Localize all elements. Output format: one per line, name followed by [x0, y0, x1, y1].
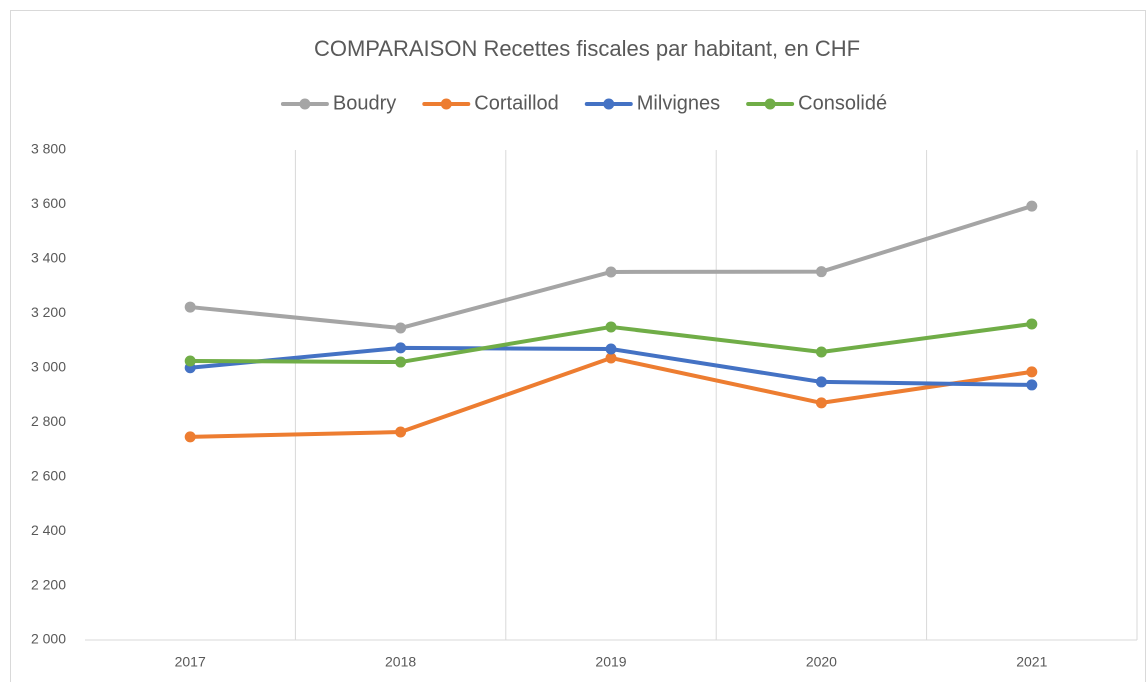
data-point [395, 322, 407, 334]
legend-marker [603, 98, 615, 110]
data-point [815, 346, 827, 358]
data-point [605, 266, 617, 278]
legend-marker [764, 98, 776, 110]
data-point [605, 321, 617, 333]
x-tick-label: 2017 [175, 654, 206, 670]
y-tick-label: 2 600 [31, 467, 66, 483]
data-point [184, 431, 196, 443]
x-tick-label: 2021 [1016, 654, 1047, 670]
y-tick-label: 3 600 [31, 195, 66, 211]
y-tick-label: 2 800 [31, 413, 66, 429]
data-point [605, 343, 617, 355]
y-tick-label: 3 000 [31, 358, 66, 374]
data-point [395, 426, 407, 438]
data-point [815, 266, 827, 278]
data-point [1026, 318, 1038, 330]
legend-marker [440, 98, 452, 110]
legend-label: Consolidé [798, 92, 887, 114]
legend-label: Boudry [333, 92, 396, 114]
legend-label: Milvignes [637, 92, 720, 114]
legend-label: Cortaillod [474, 92, 558, 114]
x-tick-label: 2019 [595, 654, 626, 670]
chart-title: COMPARAISON Recettes fiscales par habita… [314, 36, 860, 61]
y-tick-label: 2 400 [31, 522, 66, 538]
data-point [395, 342, 407, 354]
y-tick-label: 3 800 [31, 141, 66, 157]
data-point [815, 376, 827, 388]
data-point [1026, 200, 1038, 212]
data-point [184, 355, 196, 367]
data-point [184, 301, 196, 313]
chart-border [10, 10, 1146, 682]
x-tick-label: 2018 [385, 654, 416, 670]
data-point [1026, 366, 1038, 378]
y-tick-label: 2 200 [31, 576, 66, 592]
legend-marker [299, 98, 311, 110]
y-tick-label: 3 200 [31, 304, 66, 320]
data-point [605, 352, 617, 364]
y-tick-label: 3 400 [31, 250, 66, 266]
y-tick-label: 2 000 [31, 631, 66, 647]
x-tick-label: 2020 [806, 654, 837, 670]
data-point [395, 356, 407, 368]
data-point [815, 397, 827, 409]
data-point [1026, 379, 1038, 391]
